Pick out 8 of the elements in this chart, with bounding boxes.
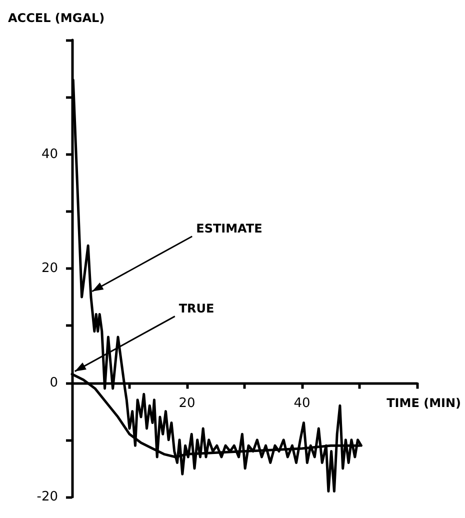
y-tick-label: 0 xyxy=(50,375,58,390)
annotation: TRUE xyxy=(178,301,214,316)
y-tick-label: 20 xyxy=(41,261,58,276)
y-axis-title: ACCEL (MGAL) xyxy=(8,11,105,25)
annotation: ESTIMATE xyxy=(196,221,262,236)
x-axis-title: TIME (MIN) xyxy=(386,396,462,410)
y-tick-label: -20 xyxy=(36,490,58,504)
y-tick-label: 40 xyxy=(41,146,58,162)
